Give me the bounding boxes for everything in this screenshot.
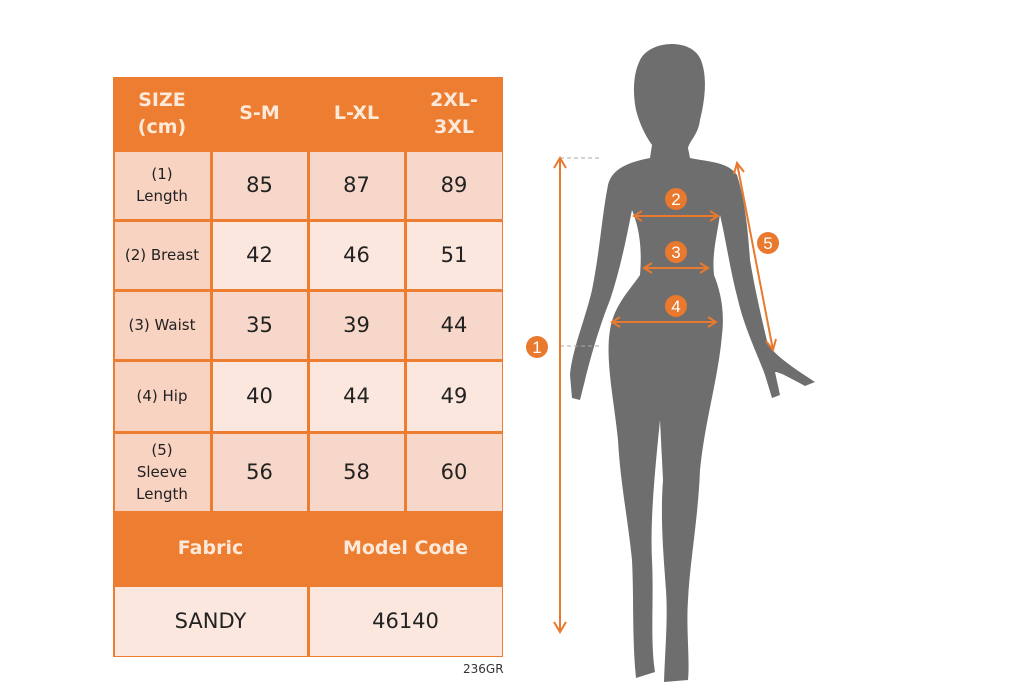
row-label: (2) Breast — [114, 221, 210, 289]
marker-circle-4 — [665, 295, 687, 317]
size-header: L-XL — [333, 102, 380, 124]
fabric-value: SANDY — [114, 586, 307, 656]
model-code-value: 46140 — [309, 586, 502, 656]
size-value: 58 — [309, 433, 404, 511]
size-value: 46 — [309, 221, 404, 289]
size-value: 44 — [406, 291, 502, 359]
marker-label: 1 — [532, 338, 541, 357]
size-value: 56 — [212, 433, 307, 511]
size-value: 51 — [406, 221, 502, 289]
marker-label: 4 — [671, 297, 680, 316]
marker-circle-1 — [526, 336, 548, 358]
row-label: (5) Sleeve Length — [114, 433, 210, 511]
size-cm-header: SIZE (cm) — [137, 88, 187, 138]
size-value: 89 — [406, 151, 502, 219]
size-value: 60 — [406, 433, 502, 511]
size-header: 2XL- 3XL — [430, 88, 478, 138]
size-value: 40 — [212, 361, 307, 431]
row-label: (1) Length — [114, 151, 210, 219]
size-value: 39 — [309, 291, 404, 359]
model-code-header: Model Code — [342, 537, 469, 559]
marker-circle-5 — [757, 232, 779, 254]
sleeve-arrow — [736, 162, 774, 351]
size-value: 85 — [212, 151, 307, 219]
marker-label: 3 — [671, 243, 680, 262]
footer-code: 236GR — [463, 662, 504, 676]
size-value: 44 — [309, 361, 404, 431]
size-table: SIZE (cm) S-M L-XL 2XL- 3XL (1) Length 85 87 89… — [113, 77, 503, 657]
fabric-header: Fabric — [177, 537, 244, 559]
marker-circle-2 — [665, 188, 687, 210]
marker-label: 5 — [763, 234, 772, 253]
measure-lines — [553, 156, 777, 634]
row-label: (4) Hip — [114, 361, 210, 431]
size-value: 49 — [406, 361, 502, 431]
row-label: (3) Waist — [114, 291, 210, 359]
size-value: 35 — [212, 291, 307, 359]
marker-circle-3 — [665, 241, 687, 263]
silhouette — [570, 43, 815, 682]
marker-label: 2 — [671, 190, 680, 209]
size-header: S-M — [239, 102, 280, 124]
size-value: 87 — [309, 151, 404, 219]
size-value: 42 — [212, 221, 307, 289]
